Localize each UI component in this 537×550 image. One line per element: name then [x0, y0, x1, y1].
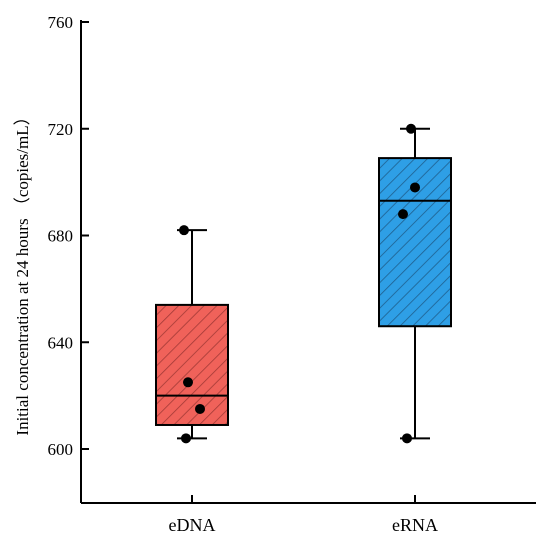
y-axis-title: Initial concentration at 24 hours （copie…	[13, 108, 32, 435]
data-point-eRNA-3	[406, 123, 416, 134]
x-axis: eDNA eRNA	[81, 495, 536, 535]
box-eDNA	[155, 225, 229, 444]
data-point-eDNA-2	[183, 377, 193, 388]
box-eRNA	[378, 123, 452, 444]
x-tick-label-eRNA: eRNA	[392, 515, 438, 535]
data-point-eDNA-0	[181, 433, 191, 444]
x-tick-label-eDNA: eDNA	[169, 515, 216, 535]
y-tick-label-600: 600	[48, 440, 74, 459]
data-point-eDNA-1	[195, 403, 205, 414]
plot-area	[155, 123, 452, 444]
iqr-box-eDNA	[155, 303, 229, 426]
data-point-eRNA-1	[398, 209, 408, 220]
y-tick-label-640: 640	[48, 333, 74, 352]
y-tick-label-760: 760	[48, 13, 74, 32]
data-point-eRNA-0	[402, 433, 412, 444]
y-axis: 600 640 680 720 760	[48, 13, 89, 503]
data-point-eDNA-3	[179, 225, 189, 236]
y-tick-label-720: 720	[48, 120, 74, 139]
data-point-eRNA-2	[410, 182, 420, 193]
y-tick-label-680: 680	[48, 227, 74, 246]
